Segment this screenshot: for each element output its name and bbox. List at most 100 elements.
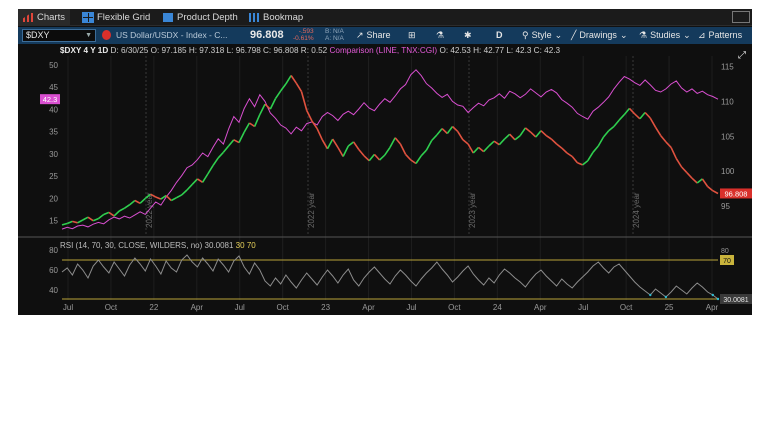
dxy-price-segment [92,217,99,222]
dxy-price-segment [379,154,386,161]
instrument-description: US Dollar/USDX - Index - C... [116,30,228,40]
rsi-oversold-point [711,293,714,297]
dxy-price-segment [477,146,485,153]
tab-product-depth[interactable]: Product Depth [158,9,244,26]
tnx-comparison-line [61,69,719,230]
patterns-button[interactable]: ⊿ Patterns [698,27,742,44]
dxy-price-segment [368,153,376,162]
style-button[interactable]: ⚲ Style ⌄ [522,27,562,44]
dxy-price-segment [264,103,271,110]
comparison-values: O: 42.53 H: 42.77 L: 42.3 C: 42.3 [439,46,561,55]
dxy-price-segment [129,199,136,206]
dxy-price-segment [217,151,224,159]
tab-label: Bookmap [263,12,304,23]
dxy-price-segment [248,122,256,128]
dxy-price-segment [311,120,318,130]
tab-bookmap[interactable]: Bookmap [244,9,314,26]
dxy-price-segment [628,107,636,115]
dxy-price-segment [87,216,94,222]
left-axis-tick-label: 20 [49,194,58,203]
dxy-price-segment [352,141,360,150]
dxy-price-segment [290,75,297,84]
dxy-price-segment [556,143,563,149]
rsi-70-tag-label: 70 [723,258,731,265]
dxy-price-segment [623,107,631,116]
dxy-price-segment [696,178,703,184]
x-axis-tick-label: 24 [493,303,502,312]
dxy-price-segment [186,183,193,191]
tab-charts[interactable]: Charts [18,9,70,26]
x-axis-tick-label: 23 [321,303,330,312]
dxy-price-segment [561,147,568,154]
dxy-price-segment [269,98,277,110]
dxy-price-segment [326,138,334,150]
dxy-price-segment [222,145,230,153]
dxy-price-segment [170,196,177,202]
dxy-price-segment [155,196,162,200]
dxy-price-segment [707,185,714,192]
year-separator-label: 2024 year [632,192,641,228]
dxy-price-segment [670,147,678,159]
dxy-price-segment [66,220,73,225]
rsi-oversold-point [664,295,668,299]
depth-icon [163,13,173,22]
x-axis-tick-label: Jul [235,303,245,312]
chart-settings-button[interactable]: ✱ [464,27,472,44]
flask-icon: ⚗ [436,30,445,40]
dxy-price-segment [191,178,198,185]
share-icon: ↗ [356,30,364,40]
dxy-price-segment [321,139,329,150]
studies-button[interactable]: ⚗ Studies ⌄ [639,27,691,44]
chart-title: $DXY 4 Y 1D [60,46,109,55]
dxy-price-segment [503,133,511,140]
dxy-price-segment [514,134,521,141]
study-lab-button[interactable]: ⚗ [436,27,444,44]
period-label: D [496,30,503,40]
dxy-price-segment [253,114,261,127]
drawings-button[interactable]: ╱ Drawings ⌄ [571,27,627,44]
style-icon: ⚲ [522,30,529,40]
pencil-icon: ╱ [571,30,577,40]
chevron-down-icon: ⌄ [554,30,563,40]
symbol-selector[interactable]: $DXY ▼ [22,29,96,42]
dxy-price-segment [608,125,615,132]
maximize-window-button[interactable] [732,11,750,23]
dxy-price-segment [305,110,313,122]
symbol-link-icon[interactable] [102,30,111,40]
x-axis-tick-label: Jul [63,303,73,312]
year-separator-label: 2023 year [468,192,477,228]
dxy-price-segment [654,126,662,137]
dxy-price-segment [566,152,573,158]
right-axis-tick-label: 110 [721,97,734,106]
rsi-level-30: 30 [235,241,245,250]
tab-flexible-grid[interactable]: Flexible Grid [78,9,158,26]
share-button[interactable]: ↗ Share [356,27,391,44]
dxy-price-segment [530,131,537,138]
dxy-price-segment [498,138,506,146]
flexible-trade-button[interactable]: ⊞ [408,27,416,44]
expand-chart-icon[interactable]: ⤢ [738,50,746,61]
symbol-info-bar: $DXY ▼ US Dollar/USDX - Index - C... 96.… [18,27,752,44]
time-period-button[interactable]: D [496,27,503,44]
rsi-70-tag [720,255,734,265]
price-change: -.593 -0.61% [293,28,314,42]
dxy-price-segment [493,140,500,146]
x-axis-tick-label: Apr [534,303,547,312]
dxy-price-segment [675,158,683,168]
dxy-price-segment [509,133,516,141]
dxy-price-segment [457,130,464,141]
dxy-price-segment [97,213,105,220]
dxy-price-segment [373,153,381,161]
tab-label: Charts [37,12,65,23]
rsi-value-tag-label: 30.0081 [723,297,748,304]
patterns-label: Patterns [708,30,743,40]
x-axis-tick-label: Apr [706,303,719,312]
left-axis-tick-label: 50 [49,61,58,70]
comparison-price-tag-label: 42.3 [43,95,58,104]
left-axis-tick-label: 30 [49,150,58,159]
chart-area[interactable]: 2022 year 2022 year 2023 year 2024 year 15 2… [18,44,752,315]
dxy-price-segment [201,173,209,183]
gear-icon: ✱ [464,30,472,40]
price-chart[interactable]: 2022 year 2022 year 2023 year 2024 year 152… [18,44,752,315]
rsi-oversold-point [649,293,652,297]
